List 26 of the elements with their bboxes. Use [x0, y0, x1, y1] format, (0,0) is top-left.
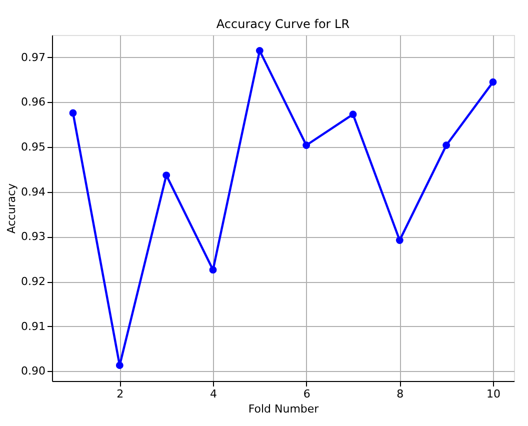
y-tick-label: 0.92	[21, 275, 46, 288]
y-tick-label: 0.90	[21, 364, 46, 378]
y-tick-label: 0.95	[21, 140, 46, 154]
x-tick-label: 2	[116, 388, 124, 400]
point	[69, 109, 77, 117]
x-tick-label: 8	[396, 388, 404, 400]
point	[256, 46, 264, 54]
x-axis-title: Fold Number	[248, 402, 320, 416]
point	[396, 236, 404, 244]
y-tick-label: 0.94	[21, 185, 46, 198]
point	[489, 78, 497, 86]
point	[442, 142, 450, 149]
point	[162, 172, 170, 179]
point	[209, 266, 217, 274]
y-tick-label: 0.96	[21, 96, 46, 109]
y-tick-label: 0.91	[21, 320, 46, 333]
point	[349, 110, 357, 118]
y-tick-label: 0.97	[21, 50, 46, 64]
x-tick-label: 10	[486, 388, 500, 400]
x-tick-label: 4	[210, 388, 217, 400]
x-tick-label: 6	[303, 388, 310, 400]
y-tick-label: 0.93	[21, 230, 46, 244]
y-axis-title: Accuracy	[5, 182, 18, 234]
point	[302, 142, 310, 149]
point	[116, 362, 124, 370]
chart-title: Accuracy Curve for LR	[216, 17, 350, 31]
